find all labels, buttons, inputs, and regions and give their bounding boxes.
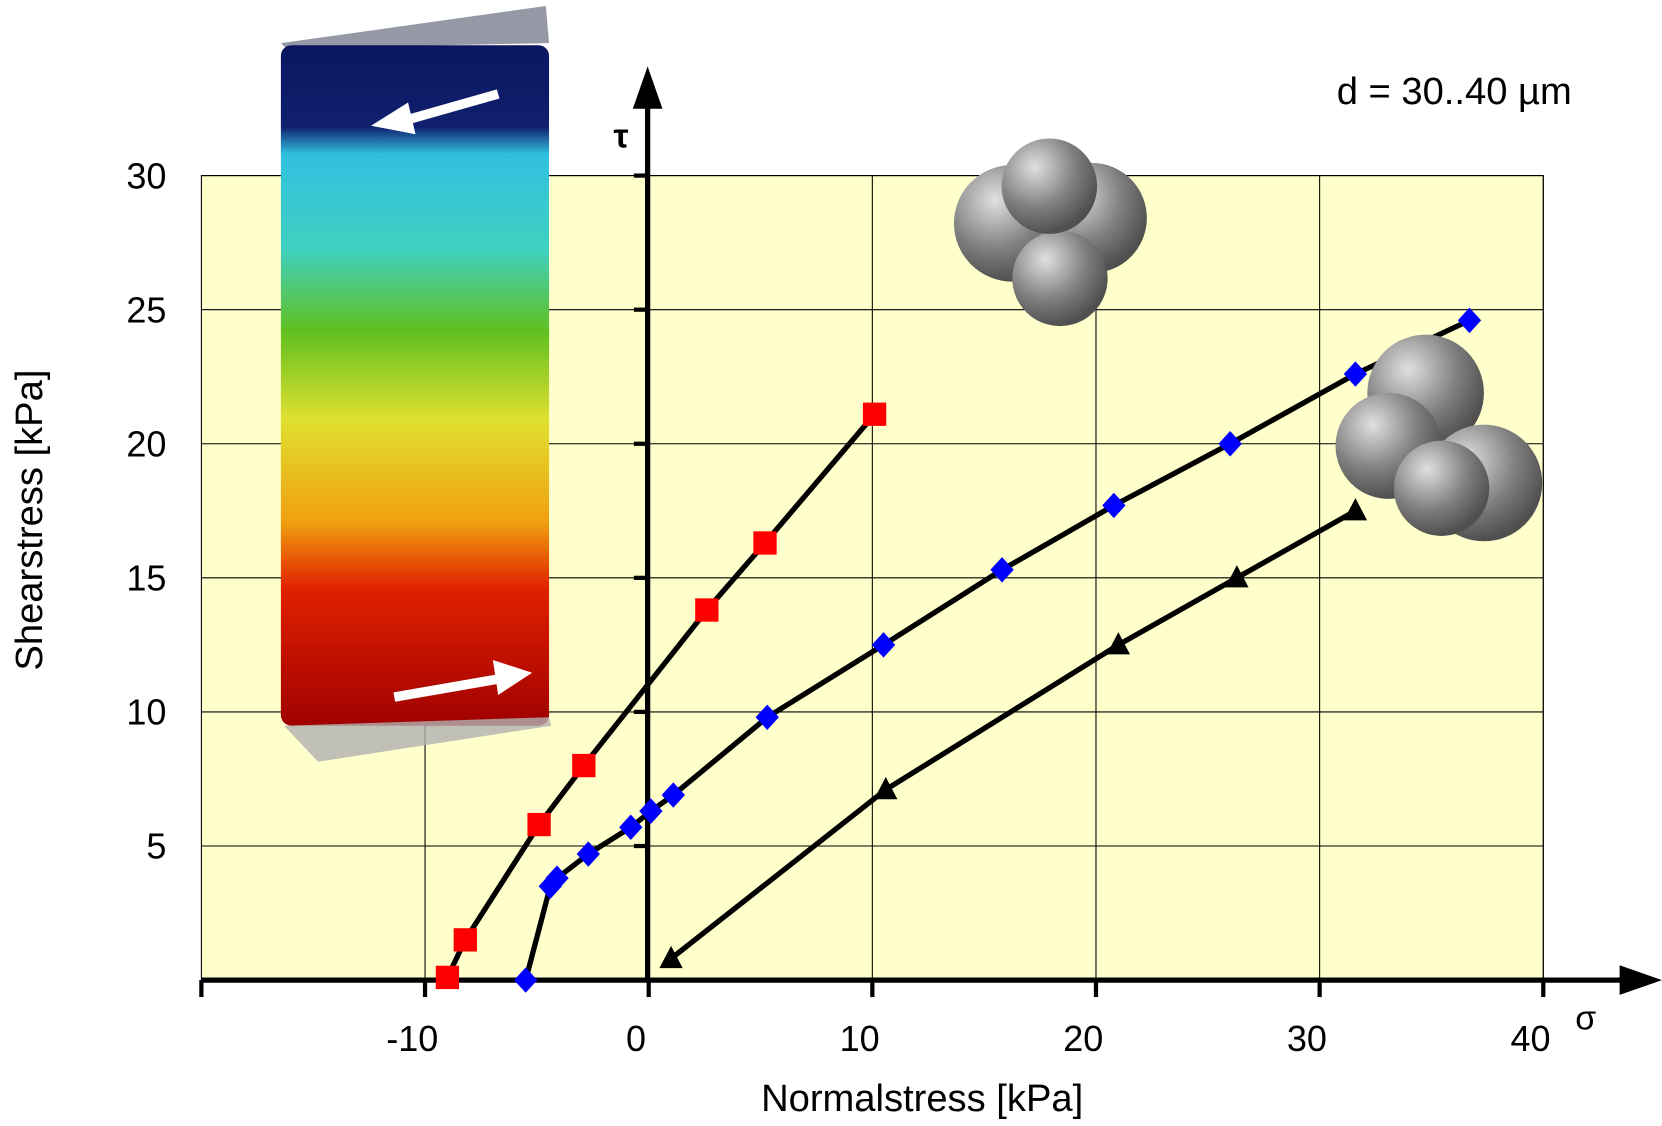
annotation: d = 30..40 µm: [1337, 70, 1572, 113]
y-tick-label: 20: [126, 423, 166, 464]
marker: [862, 402, 887, 426]
marker: [576, 841, 600, 867]
marker: [572, 753, 596, 778]
particle-column: [280, 5, 552, 762]
marker: [1457, 307, 1482, 334]
y-axis-symbol: τ: [614, 117, 629, 155]
marker: [453, 928, 477, 952]
y-axis-label: Shearstress [kPa]: [8, 370, 51, 671]
marker: [1218, 431, 1242, 457]
marker: [695, 598, 719, 622]
marker: [1225, 565, 1249, 588]
x-tick-label: 30: [1287, 1018, 1327, 1059]
y-tick-label: 30: [126, 155, 166, 196]
x-tick-label: 40: [1511, 1018, 1551, 1059]
x-axis-label: Normalstress [kPa]: [761, 1077, 1083, 1120]
y-tick-label: 15: [126, 558, 166, 599]
marker: [755, 704, 779, 731]
marker: [435, 965, 460, 990]
marker: [871, 632, 896, 658]
marker: [514, 967, 538, 993]
x-axis-symbol: σ: [1575, 999, 1596, 1037]
marker: [1106, 632, 1131, 655]
x-tick-label: 10: [840, 1018, 880, 1059]
marker: [1343, 498, 1368, 521]
y-tick-label: 5: [146, 826, 166, 867]
marker: [874, 776, 898, 800]
marker: [527, 812, 551, 837]
marker: [753, 531, 777, 555]
x-tick-label: 20: [1063, 1018, 1103, 1059]
y-tick-label: 25: [126, 289, 166, 330]
y-tick-label: 10: [126, 692, 166, 733]
marker: [1343, 361, 1368, 387]
marker: [659, 945, 683, 969]
x-tick-label: 0: [626, 1018, 646, 1059]
x-tick-label: -10: [386, 1018, 438, 1059]
particle-clusters: [953, 138, 1543, 542]
